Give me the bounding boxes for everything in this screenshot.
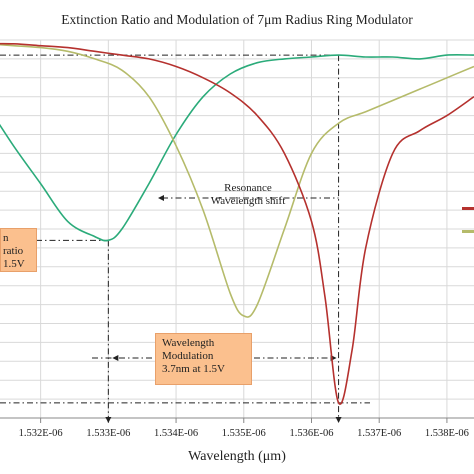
modulation-label-line2: Modulation <box>162 350 214 362</box>
legend-swatch-red <box>462 207 474 210</box>
series-group <box>0 42 474 406</box>
modulation-label-line3: 3.7nm at 1.5V <box>162 363 225 375</box>
x-tick-label: 1.533E-06 <box>86 428 130 439</box>
x-tick-label: 1.534E-06 <box>154 428 198 439</box>
x-tick-label: 1.536E-06 <box>289 428 333 439</box>
resonance-label-line2: Wavelength shift <box>210 195 286 207</box>
x-tick-labels: 1.532E-06 1.533E-06 1.534E-06 1.535E-06 1.53… <box>19 428 469 439</box>
extinction-label-line2: 1.5V <box>3 258 25 270</box>
reference-arrowhead <box>335 417 342 423</box>
chart-title: Extinction Ratio and Modulation of 7μm R… <box>61 12 413 27</box>
reference-arrowhead <box>112 355 119 361</box>
x-tick-label: 1.537E-06 <box>357 428 401 439</box>
x-tick-label: 1.532E-06 <box>19 428 63 439</box>
reference-arrowhead <box>158 195 164 201</box>
series-line <box>0 54 474 242</box>
resonance-label-line1: Resonance <box>224 182 272 194</box>
reference-arrowhead <box>105 417 112 423</box>
resonance-annotation: Resonance Wavelength shift <box>198 182 298 208</box>
modulation-label-line1: Wavelength <box>162 337 215 349</box>
modulation-callout: Wavelength Modulation 3.7nm at 1.5V <box>155 333 252 385</box>
x-axis-label: Wavelength (μm) <box>188 449 286 464</box>
legend-swatch-yellow <box>462 230 474 233</box>
x-tick-label: 1.535E-06 <box>222 428 266 439</box>
extinction-callout: n ratio 1.5V <box>0 228 37 272</box>
reference-lines <box>0 54 370 423</box>
series-line <box>0 43 474 318</box>
x-tick-label: 1.538E-06 <box>425 428 469 439</box>
extinction-label-line1: n ratio <box>3 232 24 257</box>
series-line <box>0 42 474 406</box>
